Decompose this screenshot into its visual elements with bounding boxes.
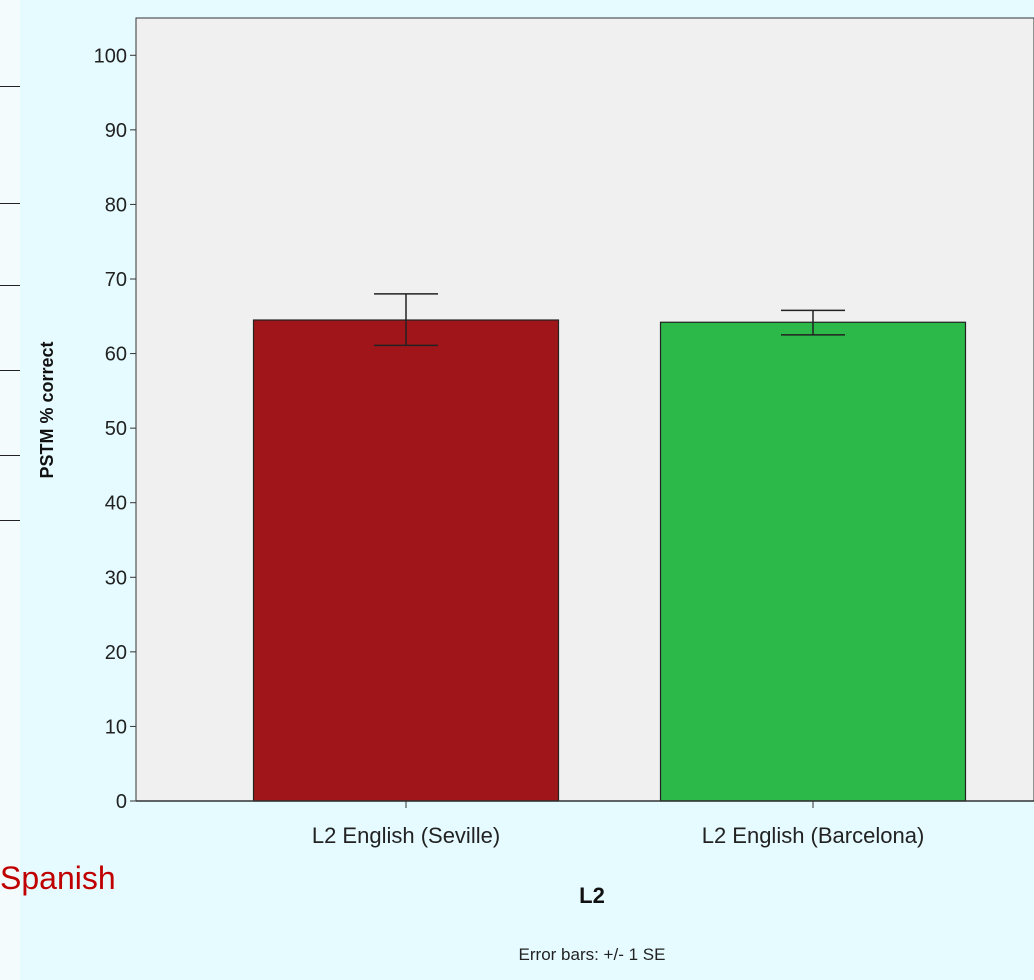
y-tick-label: 40 [105,493,127,515]
y-axis: 0 10 20 30 40 50 60 70 80 90 100 [94,45,136,813]
y-tick-label: 10 [105,716,127,738]
y-tick-label: 80 [105,194,127,216]
x-tick-label: L2 English (Seville) [312,823,500,848]
slide-divider [0,520,20,521]
error-bar-footnote: Error bars: +/- 1 SE [519,945,666,964]
y-tick-label: 60 [105,344,127,366]
x-tick-label: L2 English (Barcelona) [702,823,925,848]
bar-chart: 0 10 20 30 40 50 60 70 80 90 100 L2 English (Sevil… [37,17,1034,964]
x-axis: L2 English (Seville) L2 English (Barcelon… [312,801,924,848]
y-tick-label: 90 [105,120,127,142]
slide-spanish-text: Spanish [0,860,116,896]
y-tick-label: 20 [105,642,127,664]
error-bars [374,293,845,347]
y-tick-label: 100 [94,45,127,67]
y-tick-label: 0 [116,791,127,813]
slide-divider [0,370,20,371]
y-tick-label: 70 [105,269,127,291]
y-tick-label: 50 [105,418,127,440]
slide-divider [0,455,20,456]
x-axis-title: L2 [579,883,605,908]
slide-divider [0,285,20,286]
slide-divider [0,86,20,87]
y-tick-label: 30 [105,567,127,589]
slide-left-edge [0,0,20,980]
bar [252,319,560,802]
slide-divider [0,203,20,204]
bar [659,321,967,802]
bars [252,319,967,802]
y-axis-title: PSTM % correct [37,341,57,478]
